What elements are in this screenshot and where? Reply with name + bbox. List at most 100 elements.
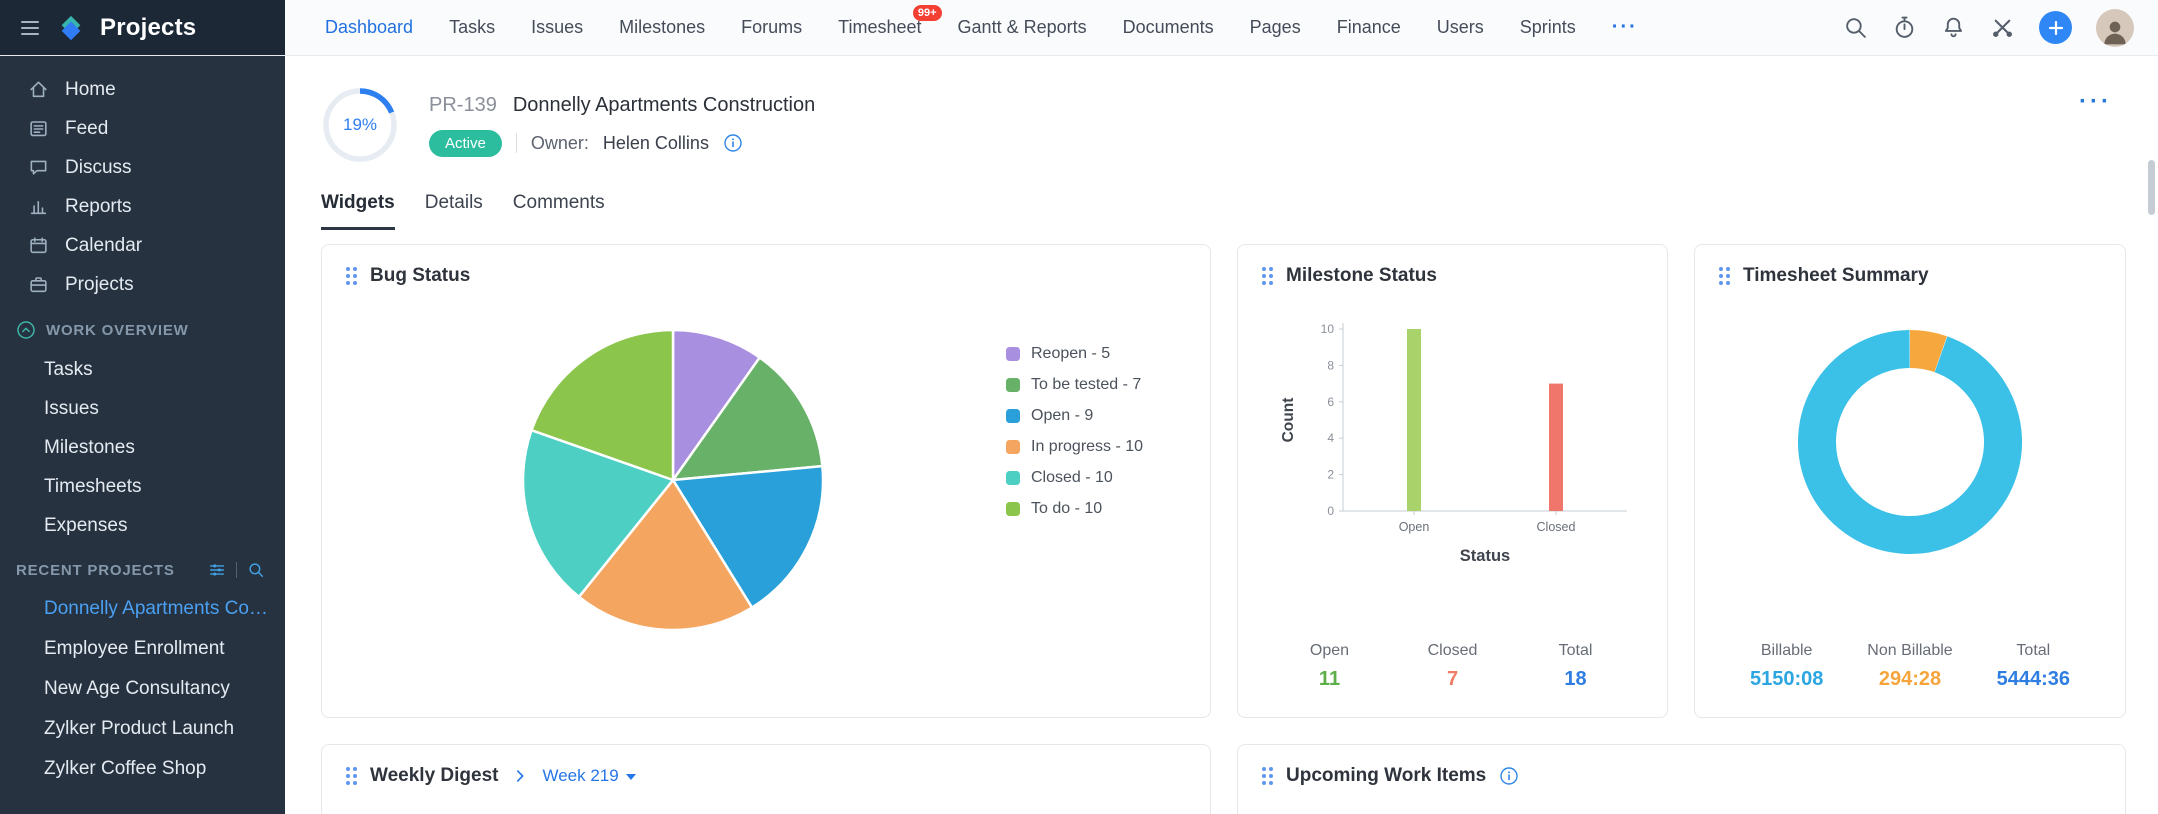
sidebar-item-work-milestones[interactable]: Milestones [0,428,285,467]
sidebar-item-calendar[interactable]: Calendar [0,226,285,265]
nav-item-more[interactable]: ··· [1611,16,1638,38]
legend-item[interactable]: To do - 10 [1006,500,1143,518]
sidebar-item-home[interactable]: Home [0,70,285,109]
sidebar-project-zylker-product-launch[interactable]: Zylker Product Launch [44,718,235,739]
timesheet-summary-donut-chart [1779,311,2041,573]
nav-item-gantt-reports[interactable]: Gantt & Reports [957,17,1087,37]
sidebar-item-discuss[interactable]: Discuss [0,148,285,187]
briefcase-icon [28,274,49,295]
sidebar-project-zylker-coffee-shop[interactable]: Zylker Coffee Shop [44,758,207,779]
search-icon[interactable] [1843,15,1868,40]
project-status-badge: Active [429,129,502,157]
project-progress-value: 19% [342,115,378,134]
project-title: Donnelly Apartments Construction [512,93,816,116]
work-overview-section-header[interactable]: WORK OVERVIEW [0,304,285,350]
notifications-bell-icon[interactable] [1941,15,1966,40]
drag-handle-icon[interactable] [1719,267,1730,285]
svg-text:0: 0 [1327,504,1334,518]
legend-label: To do - 10 [1031,500,1103,517]
nav-item-forums[interactable]: Forums [741,17,803,37]
project-more-button[interactable]: ··· [2079,88,2112,115]
timesheet-stats: Billable 5150:08 Non Billable 294:28 Tot… [1719,642,2101,697]
sidebar-project-new-age-consultancy[interactable]: New Age Consultancy [44,678,230,699]
svg-text:10: 10 [1321,322,1335,336]
drag-handle-icon[interactable] [346,767,357,785]
divider [236,562,237,578]
nav-item-pages[interactable]: Pages [1249,17,1301,37]
sidebar-item-work-issues[interactable]: Issues [0,389,285,428]
recent-projects-title: RECENT PROJECTS [16,561,175,579]
legend-item[interactable]: Closed - 10 [1006,469,1143,487]
nav-item-milestones[interactable]: Milestones [619,17,706,37]
project-progress-ring: 19% [321,86,399,164]
sidebar-project-employee-enrollment[interactable]: Employee Enrollment [44,638,225,659]
tab-comments[interactable]: Comments [512,192,605,213]
milestone-status-bar-chart: 0 2 4 6 8 10 Open Closed Status Count [1261,303,1644,569]
nav-item-dashboard[interactable]: Dashboard [325,17,414,37]
chevron-right-icon[interactable] [511,767,529,785]
sidebar-item-label: Expenses [44,514,128,536]
legend-item[interactable]: To be tested - 7 [1006,376,1143,394]
info-icon[interactable] [723,133,743,153]
top-navigation: Projects Dashboard Tasks Issues Mileston… [0,0,2158,56]
timer-icon[interactable] [1892,15,1917,40]
nav-item-timesheet[interactable]: Timesheet 99+ [838,5,942,38]
legend-label: In progress - 10 [1031,438,1144,455]
milestone-status-widget: Milestone Status 0 2 4 6 8 10 Open Closed Status… [1237,244,1668,718]
tab-details[interactable]: Details [424,192,483,213]
nav-item-sprints[interactable]: Sprints [1519,17,1576,37]
info-icon[interactable] [1499,766,1519,786]
sidebar-item-label: Issues [44,397,99,419]
user-avatar[interactable] [2096,8,2134,47]
filter-projects-icon[interactable] [208,561,226,579]
legend-label: To be tested - 7 [1031,376,1142,393]
vertical-scrollbar-thumb[interactable] [2148,160,2155,215]
sidebar-item-label: Discuss [65,156,132,178]
legend-swatch [1006,502,1020,516]
nav-item-finance[interactable]: Finance [1336,17,1401,37]
nav-item-documents[interactable]: Documents [1122,17,1214,37]
primary-nav: Dashboard Tasks Issues Milestones Forums… [285,0,1638,55]
sidebar-project-donnelly-apartments[interactable]: Donnelly Apartments Construction [44,598,285,619]
bug-status-pie-chart [518,325,828,635]
week-selector-label: Week 219 [542,766,619,785]
sidebar-item-label: Timesheets [44,475,142,497]
add-new-button[interactable] [2039,11,2072,44]
sidebar-item-projects[interactable]: Projects [0,265,285,304]
tools-icon[interactable] [1990,15,2015,40]
sidebar-item-reports[interactable]: Reports [0,187,285,226]
hamburger-menu-icon[interactable] [18,16,42,40]
caret-down-icon [625,774,636,780]
widgets-grid: Bug Status Reopen - 5 To be tested - 7 Ope… [285,230,2158,814]
sidebar-item-label: Projects [65,273,134,295]
legend-label: Reopen - 5 [1031,345,1111,362]
nav-item-users[interactable]: Users [1436,17,1484,37]
widget-title: Weekly Digest [370,765,499,786]
feed-icon [28,118,49,139]
tab-widgets[interactable]: Widgets [321,192,395,230]
nav-item-issues[interactable]: Issues [531,17,584,37]
legend-item[interactable]: In progress - 10 [1006,438,1143,456]
recent-projects-tools [208,561,265,579]
left-sidebar: Home Feed Discuss Reports Calendar Proje… [0,56,285,814]
legend-item[interactable]: Open - 9 [1006,407,1143,425]
nav-item-tasks[interactable]: Tasks [449,17,496,37]
drag-handle-icon[interactable] [1262,767,1273,785]
milestone-stats: Open 11 Closed 7 Total 18 [1262,642,1643,697]
legend-item[interactable]: Reopen - 5 [1006,345,1143,363]
sidebar-item-feed[interactable]: Feed [0,109,285,148]
sidebar-item-work-timesheets[interactable]: Timesheets [0,467,285,506]
stat-billable: Billable 5150:08 [1749,642,1824,690]
drag-handle-icon[interactable] [1262,267,1273,285]
sidebar-item-work-tasks[interactable]: Tasks [0,350,285,389]
week-selector-dropdown[interactable]: Week 219 [542,766,636,786]
search-projects-icon[interactable] [247,561,265,579]
zoho-projects-logo [56,13,86,43]
widget-title: Upcoming Work Items [1286,765,1487,786]
owner-name[interactable]: Helen Collins [602,132,709,153]
recent-projects-section-header: RECENT PROJECTS [0,545,285,589]
bar-chart-icon [28,196,49,217]
drag-handle-icon[interactable] [346,267,357,285]
sidebar-item-work-expenses[interactable]: Expenses [0,506,285,545]
timesheet-summary-widget: Timesheet Summary Billable 5150:08 Non B… [1694,244,2126,718]
